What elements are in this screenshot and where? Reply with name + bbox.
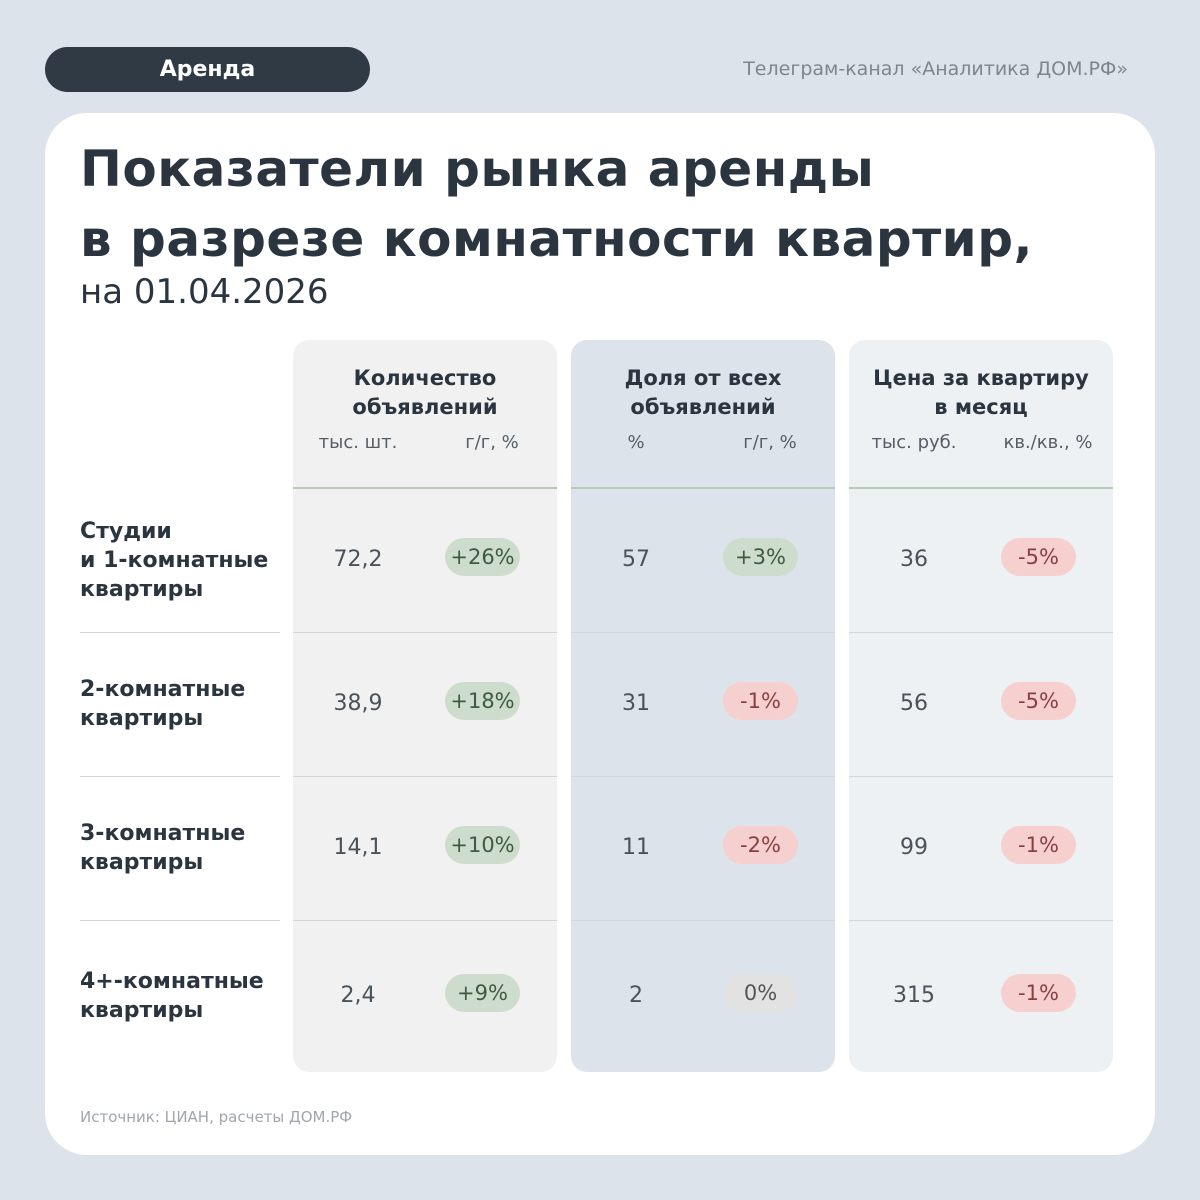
row-label: 4+-комнатные	[80, 969, 264, 994]
row-line	[293, 632, 557, 633]
date: на 01.04.2026	[80, 272, 329, 312]
source: Источник: ЦИАН, расчеты ДОМ.РФ	[80, 1108, 353, 1126]
change-pill: -5%	[1001, 538, 1076, 576]
channel: Телеграм-канал «Аналитика ДОМ.РФ»	[743, 58, 1128, 80]
change-pill: +9%	[445, 974, 520, 1012]
change-pill: -1%	[723, 682, 798, 720]
cell-value: 2,4	[340, 983, 376, 1008]
row-line	[571, 776, 835, 777]
column-unit: г/г, %	[465, 432, 519, 453]
row-label: 2-комнатные	[80, 677, 246, 702]
title-line: Показатели рынка аренды	[80, 140, 875, 198]
column-unit: %	[627, 432, 645, 453]
column-title: Количество	[353, 366, 497, 390]
row-line	[571, 920, 835, 921]
change-pill: -2%	[723, 826, 798, 864]
change-pill: -5%	[1001, 682, 1076, 720]
row-line	[293, 920, 557, 921]
change-pill: +10%	[445, 826, 520, 864]
row-label: квартиры	[80, 850, 204, 875]
row-label: 3-комнатные	[80, 821, 246, 846]
cell-value: 11	[622, 835, 650, 860]
cell-value: 14,1	[333, 835, 383, 860]
row-label: квартиры	[80, 706, 204, 731]
header-separator	[293, 487, 557, 489]
column-unit: г/г, %	[743, 432, 797, 453]
row-line	[293, 776, 557, 777]
change-pill: +3%	[723, 538, 798, 576]
header-separator	[571, 487, 835, 489]
row-line	[80, 920, 280, 921]
row-line	[849, 776, 1113, 777]
cell-value: 56	[900, 691, 928, 716]
column-unit: тыс. шт.	[318, 432, 398, 453]
cell-value: 315	[893, 983, 935, 1008]
row-label: Студии	[80, 518, 172, 544]
change-pill: -1%	[1001, 974, 1076, 1012]
row-line	[80, 632, 280, 633]
change-pill: 0%	[723, 974, 798, 1012]
column-title: в месяц	[934, 395, 1028, 419]
cell-value: 36	[900, 547, 928, 572]
header-separator	[849, 487, 1113, 489]
row-label: и 1-комнатные	[80, 547, 269, 573]
cell-value: 99	[900, 835, 928, 860]
cell-value: 57	[622, 547, 650, 572]
change-pill: -1%	[1001, 826, 1076, 864]
cell-value: 38,9	[333, 691, 383, 716]
row-line	[571, 632, 835, 633]
row-line	[849, 920, 1113, 921]
row-line	[80, 776, 280, 777]
row-line	[849, 632, 1113, 633]
change-pill: +26%	[445, 538, 520, 576]
column-title: Доля от всех	[624, 366, 782, 390]
cell-value: 31	[622, 691, 650, 716]
title-line: в разрезе комнатности квартир,	[80, 210, 1033, 268]
column-unit: тыс. руб.	[871, 432, 957, 453]
column-unit: кв./кв., %	[1003, 432, 1093, 453]
column-title: Цена за квартиру	[873, 366, 1089, 390]
cell-value: 72,2	[333, 547, 383, 572]
cell-value: 2	[629, 983, 643, 1008]
row-label: квартиры	[80, 576, 204, 602]
column-title: объявлений	[352, 395, 498, 419]
change-pill: +18%	[445, 682, 520, 720]
column-title: объявлений	[630, 395, 776, 419]
row-label: квартиры	[80, 998, 204, 1023]
tag: Аренда	[45, 47, 370, 92]
